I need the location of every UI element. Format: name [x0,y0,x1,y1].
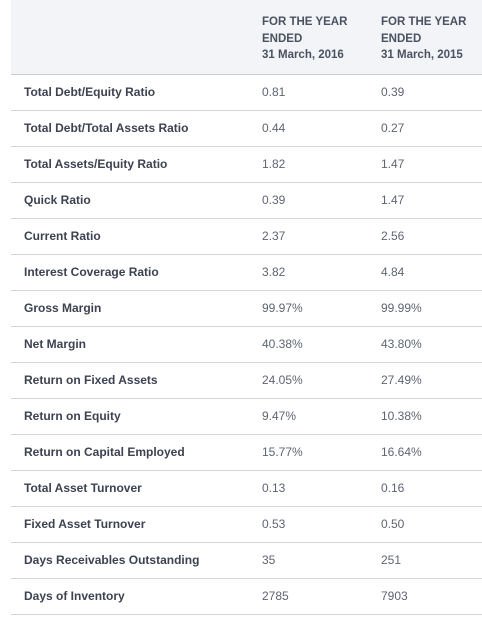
value-2015: 43.80% [381,337,422,351]
value-2016: 1.82 [262,157,286,171]
value-2015: 10.38% [381,409,422,423]
value-2016: 15.77% [262,445,303,459]
table-row: Return on Fixed Assets 24.05% 27.49% [11,363,482,399]
row-label: Days of Inventory [24,589,125,603]
value-2016: 24.05% [262,373,303,387]
header-line: FOR THE YEAR [262,16,348,28]
table-row: Current Ratio 2.37 2.56 [11,219,482,255]
value-2015: 251 [381,553,402,567]
header-col-2016: FOR THE YEAR ENDED 31 March, 2016 [262,14,347,64]
value-2016: 40.38% [262,337,303,351]
value-2016: 2.37 [262,229,286,243]
row-label: Total Asset Turnover [24,481,142,495]
value-2016: 0.53 [262,517,286,531]
value-2015: 0.27 [381,121,405,135]
table-row: Interest Coverage Ratio 3.82 4.84 [11,255,482,291]
value-2015: 0.50 [381,517,405,531]
table-row: Total Debt/Total Assets Ratio 0.44 0.27 [11,111,482,147]
row-label: Total Debt/Equity Ratio [24,85,156,99]
value-2015: 1.47 [381,193,405,207]
row-label: Current Ratio [24,229,101,243]
table-row: Total Assets/Equity Ratio 1.82 1.47 [11,147,482,183]
row-label: Return on Capital Employed [24,445,185,459]
row-label: Return on Equity [24,409,121,423]
value-2015: 27.49% [381,373,422,387]
value-2016: 35 [262,553,276,567]
row-label: Total Debt/Total Assets Ratio [24,121,189,135]
value-2016: 3.82 [262,265,286,279]
table-row: Fixed Asset Turnover 0.53 0.50 [11,507,482,543]
value-2016: 0.13 [262,481,286,495]
row-label: Return on Fixed Assets [24,373,158,387]
table-header: FOR THE YEAR ENDED 31 March, 2016 FOR TH… [11,0,482,74]
header-line: 31 March, 2016 [262,49,344,61]
header-divider [11,74,482,75]
table-body: Total Debt/Equity Ratio 0.81 0.39 Total Deb… [11,75,482,615]
value-2016: 0.39 [262,193,286,207]
table-row: Quick Ratio 0.39 1.47 [11,183,482,219]
row-label: Gross Margin [24,301,102,315]
table-row: Days Receivables Outstanding 35 251 [11,543,482,579]
row-label: Net Margin [24,337,87,351]
value-2015: 1.47 [381,157,405,171]
row-label: Total Assets/Equity Ratio [24,157,168,171]
table-row: Days of Inventory 2785 7903 [11,579,482,615]
row-label: Fixed Asset Turnover [24,517,146,531]
table-row: Return on Capital Employed 15.77% 16.64% [11,435,482,471]
table-row: Return on Equity 9.47% 10.38% [11,399,482,435]
value-2016: 2785 [262,589,289,603]
header-line: FOR THE YEAR [381,16,467,28]
table-row: Gross Margin 99.97% 99.99% [11,291,482,327]
value-2015: 0.39 [381,85,405,99]
value-2015: 4.84 [381,265,405,279]
value-2016: 0.44 [262,121,286,135]
value-2015: 16.64% [381,445,422,459]
value-2015: 99.99% [381,301,422,315]
row-label: Interest Coverage Ratio [24,265,159,279]
value-2016: 99.97% [262,301,303,315]
value-2015: 2.56 [381,229,405,243]
header-line: ENDED [381,32,422,45]
value-2015: 7903 [381,589,408,603]
header-line: ENDED [262,32,303,45]
value-2016: 0.81 [262,85,286,99]
table-row: Net Margin 40.38% 43.80% [11,327,482,363]
header-col-2015: FOR THE YEAR ENDED 31 March, 2015 [381,14,466,64]
table-row: Total Debt/Equity Ratio 0.81 0.39 [11,75,482,111]
row-label: Quick Ratio [24,193,91,207]
table-row: Total Asset Turnover 0.13 0.16 [11,471,482,507]
header-line: 31 March, 2015 [381,49,463,61]
value-2016: 9.47% [262,409,297,423]
value-2015: 0.16 [381,481,405,495]
row-label: Days Receivables Outstanding [24,553,200,567]
